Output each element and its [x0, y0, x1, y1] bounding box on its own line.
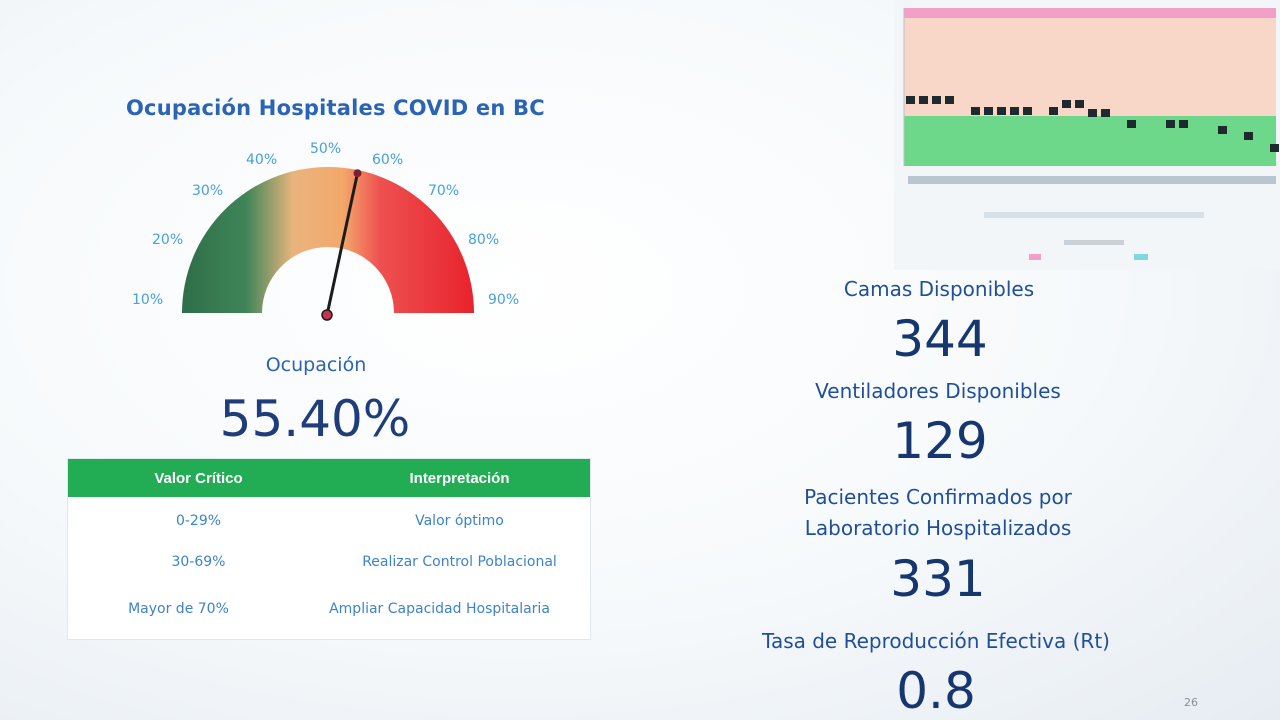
table-header: Valor Crítico Interpretación [68, 459, 590, 497]
chart-point [945, 96, 954, 104]
header-interpretacion: Interpretación [409, 469, 510, 487]
gauge-tick-80: 80% [468, 232, 500, 248]
chart-legend-title [1064, 240, 1124, 245]
chart-point [1101, 109, 1110, 117]
table-cell: Realizar Control Poblacional [362, 553, 557, 570]
table-cell: 0-29% [175, 512, 222, 529]
chart-x-tick-labels [908, 176, 1276, 184]
chart-legend-green [1134, 254, 1148, 260]
chart-point [1127, 120, 1136, 128]
chart-point [919, 96, 928, 104]
chart-point [984, 107, 993, 115]
chart-top-band [904, 8, 1276, 18]
gauge-arc [182, 167, 474, 313]
header-valor-critico: Valor Crítico [154, 469, 243, 487]
chart-point [1179, 120, 1188, 128]
rt-value: 0.8 [896, 662, 976, 720]
gauge-needle [325, 172, 359, 316]
gauge-tick-70: 70% [428, 183, 460, 199]
chart-point [997, 107, 1006, 115]
chart-point [1244, 132, 1253, 140]
gauge-needle-tip [353, 169, 362, 178]
chart-point [1023, 107, 1032, 115]
gauge-tick-50: 50% [310, 141, 342, 157]
chart-point [1075, 100, 1084, 108]
chart-point [1049, 107, 1058, 115]
gauge-tick-60: 60% [372, 152, 404, 168]
occupancy-value: 55.40% [219, 390, 411, 448]
ventiladores-value: 129 [892, 412, 988, 470]
table-cell: Mayor de 70% [128, 600, 229, 617]
chart-point [906, 96, 915, 104]
pacientes-value: 331 [890, 550, 986, 608]
table-row: 0-29% Valor óptimo [68, 499, 590, 543]
chart-point [1010, 107, 1019, 115]
chart-point [1088, 109, 1097, 117]
gauge-needle-pivot [321, 309, 333, 321]
page-number: 26 [1184, 696, 1198, 709]
gauge-tick-30: 30% [192, 183, 224, 199]
camas-value: 344 [892, 310, 988, 368]
table-cell: Valor óptimo [415, 512, 504, 529]
occupancy-label: Ocupación [265, 354, 367, 376]
chart-point [971, 107, 980, 115]
chart-red-zone [904, 8, 1276, 116]
pacientes-label: Pacientes Confirmados por Laboratorio Ho… [804, 485, 1072, 540]
table-row: 30-69% Realizar Control Poblacional [68, 543, 590, 581]
chart-point [932, 96, 941, 104]
rt-label: Tasa de Reproducción Efectiva (Rt) [762, 629, 1110, 653]
gauge-tick-90: 90% [488, 292, 520, 308]
critical-value-table: Valor Crítico Interpretación 0-29% Valor… [67, 458, 591, 640]
chart-point [1166, 120, 1175, 128]
rt-trend-chart [894, 0, 1280, 270]
gauge-tick-10: 10% [132, 292, 164, 308]
chart-point [1218, 126, 1227, 134]
gauge-tick-20: 20% [152, 232, 184, 248]
chart-legend-red [1029, 254, 1041, 260]
chart-point [1270, 144, 1279, 152]
chart-subcaption [984, 212, 1204, 218]
rt-trend-chart-svg [903, 8, 1279, 260]
table-cell: 30-69% [171, 553, 226, 570]
gauge-title: Ocupación Hospitales COVID en BC [126, 96, 545, 120]
chart-point [1062, 100, 1071, 108]
chart-marks [906, 96, 1279, 152]
table-cell: Ampliar Capacidad Hospitalaria [329, 600, 550, 617]
chart-green-zone [904, 116, 1276, 166]
occupancy-gauge [182, 167, 474, 321]
camas-label: Camas Disponibles [843, 277, 1035, 301]
gauge-tick-40: 40% [246, 152, 278, 168]
ventiladores-label: Ventiladores Disponibles [815, 379, 1061, 403]
table-row: Mayor de 70% Ampliar Capacidad Hospitala… [68, 581, 590, 637]
